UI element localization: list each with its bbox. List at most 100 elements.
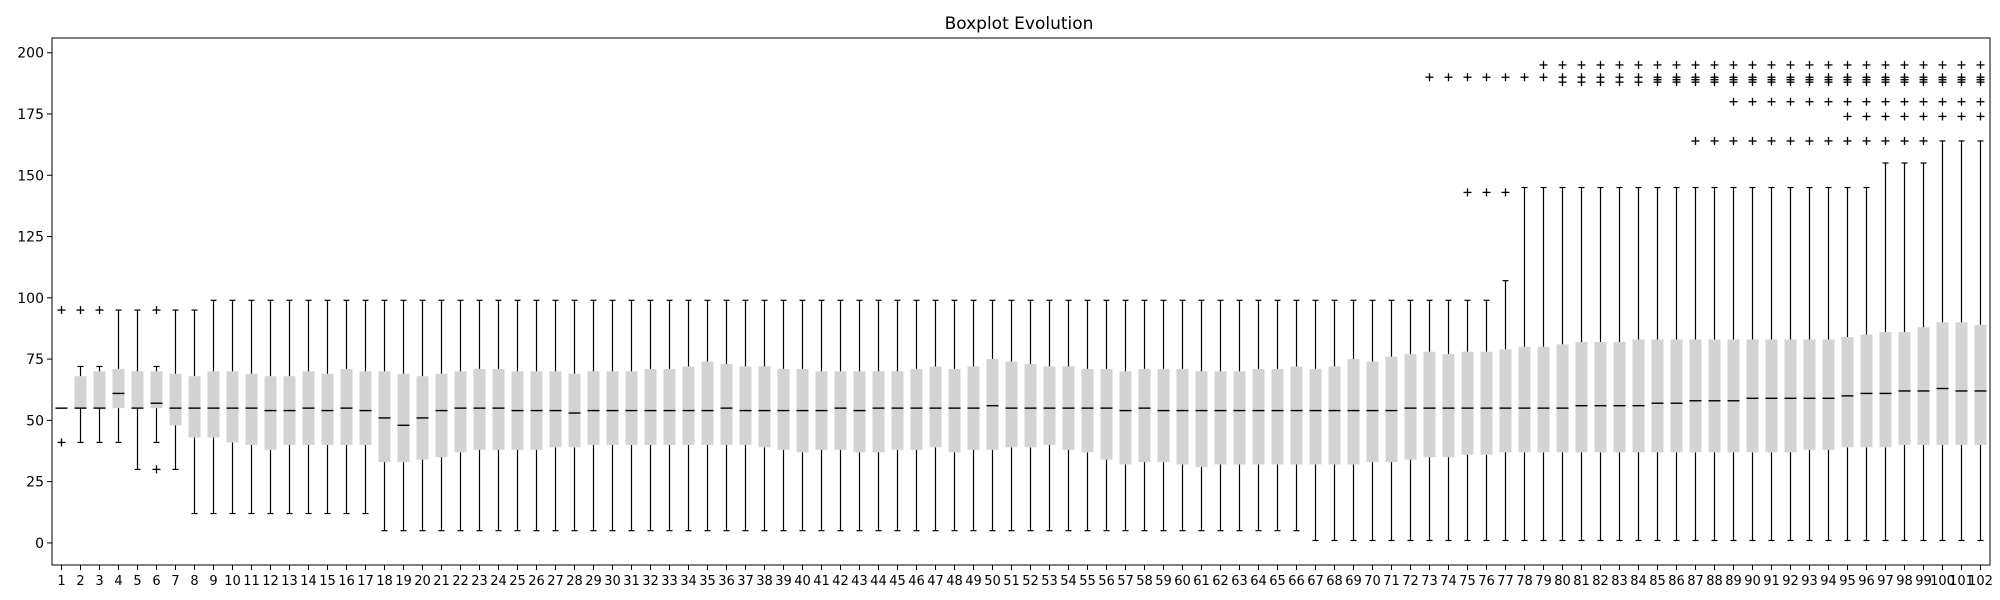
- x-tick-label: 76: [1478, 574, 1495, 589]
- box-group: [492, 299, 505, 532]
- box: [435, 373, 448, 458]
- flier: [1881, 73, 1890, 82]
- box-group: [834, 299, 847, 532]
- x-tick-label: 87: [1687, 574, 1704, 589]
- flier: [1881, 112, 1890, 121]
- box: [473, 368, 486, 450]
- flier: [1805, 73, 1814, 82]
- box-group: [644, 299, 657, 532]
- box: [131, 371, 144, 409]
- flier: [1425, 73, 1434, 82]
- box: [568, 373, 581, 448]
- x-tick-label: 94: [1820, 574, 1837, 589]
- box-group: [1233, 299, 1246, 532]
- y-tick-label: 75: [26, 352, 44, 368]
- flier: [1539, 73, 1548, 82]
- x-tick-label: 55: [1079, 574, 1096, 589]
- x-tick-label: 100: [1930, 574, 1955, 589]
- box-group: [1252, 299, 1265, 532]
- x-tick-label: 54: [1060, 574, 1077, 589]
- flier: [1767, 73, 1776, 82]
- x-tick-label: 62: [1212, 574, 1229, 589]
- box: [1119, 371, 1132, 465]
- box: [1233, 371, 1246, 465]
- x-tick-label: 39: [775, 574, 792, 589]
- flier: [1463, 188, 1472, 197]
- flier: [1919, 136, 1928, 145]
- box: [853, 371, 866, 453]
- x-tick-label: 52: [1022, 574, 1039, 589]
- y-tick-label: 200: [17, 46, 44, 62]
- x-tick-label: 25: [509, 574, 526, 589]
- x-tick-label: 1: [57, 574, 65, 589]
- box-group: [1404, 299, 1417, 542]
- flier: [76, 306, 85, 315]
- flier: [1691, 73, 1700, 82]
- flier: [1767, 60, 1776, 69]
- x-tick-label: 35: [699, 574, 716, 589]
- box: [1765, 339, 1778, 453]
- flier: [1805, 97, 1814, 106]
- x-tick-label: 86: [1668, 574, 1685, 589]
- plot-frame: [51, 37, 1991, 566]
- x-tick-label: 45: [889, 574, 906, 589]
- flier: [1919, 60, 1928, 69]
- flier: [1767, 97, 1776, 106]
- flier: [1862, 112, 1871, 121]
- x-tick-label: 78: [1516, 574, 1533, 589]
- box: [454, 371, 467, 453]
- flier: [1653, 73, 1662, 82]
- box: [606, 371, 619, 445]
- box-group: [720, 299, 733, 532]
- flier: [1843, 97, 1852, 106]
- box-group: [1670, 60, 1683, 542]
- x-tick-label: 98: [1896, 574, 1913, 589]
- flier: [1957, 112, 1966, 121]
- x-tick-label: 60: [1174, 574, 1191, 589]
- box: [1024, 364, 1037, 448]
- box-group: [986, 299, 999, 532]
- box: [1727, 339, 1740, 453]
- flier: [1862, 73, 1871, 82]
- boxes-layer: [55, 60, 1987, 542]
- flier: [1843, 136, 1852, 145]
- box: [1746, 339, 1759, 453]
- x-tick-label: 89: [1725, 574, 1742, 589]
- flier: [1501, 73, 1510, 82]
- box: [1423, 351, 1436, 458]
- x-tick-label: 50: [984, 574, 1001, 589]
- flier: [1824, 60, 1833, 69]
- flier: [57, 438, 66, 447]
- box-group: [1879, 60, 1892, 542]
- flier: [1786, 136, 1795, 145]
- box-group: [1974, 60, 1987, 542]
- x-tick-label: 40: [794, 574, 811, 589]
- x-tick-label: 22: [452, 574, 469, 589]
- box: [1499, 349, 1512, 453]
- x-tick-label: 29: [585, 574, 602, 589]
- box-group: [929, 299, 942, 532]
- x-tick-label: 42: [832, 574, 849, 589]
- flier: [1596, 60, 1605, 69]
- x-tick-label: 13: [281, 574, 298, 589]
- flier: [1900, 97, 1909, 106]
- box: [1404, 354, 1417, 460]
- box: [1613, 341, 1626, 453]
- box-group: [321, 299, 334, 515]
- x-tick-label: 47: [927, 574, 944, 589]
- box: [1936, 322, 1949, 445]
- x-tick-label: 95: [1839, 574, 1856, 589]
- x-tick-label: 12: [262, 574, 279, 589]
- x-tick-label: 7: [171, 574, 179, 589]
- box-group: [1803, 60, 1816, 542]
- box: [492, 368, 505, 450]
- box-group: [74, 306, 87, 444]
- flier: [1634, 73, 1643, 82]
- box-group: [1689, 60, 1702, 542]
- box-group: [967, 299, 980, 532]
- x-tick-label: 34: [680, 574, 697, 589]
- box-group: [1499, 73, 1512, 542]
- flier: [1729, 136, 1738, 145]
- box-group: [587, 299, 600, 532]
